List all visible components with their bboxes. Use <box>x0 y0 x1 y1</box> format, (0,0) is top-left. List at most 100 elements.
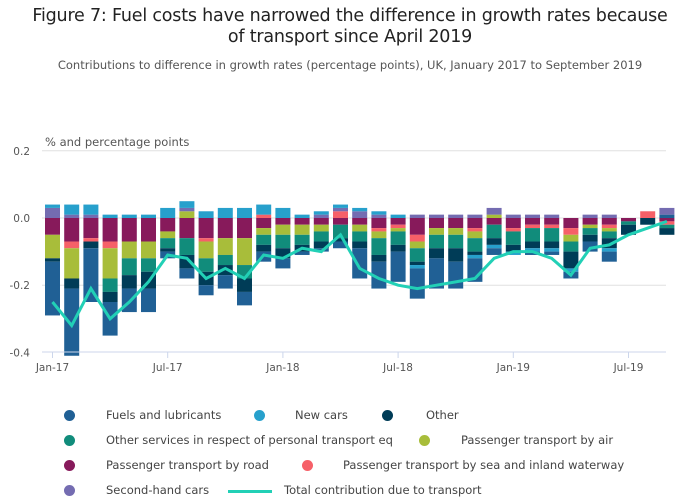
bar-segment-second-hand-cars[interactable] <box>486 207 502 215</box>
bar-stack-jul-18[interactable] <box>390 214 406 282</box>
bar-segment-new-cars[interactable] <box>179 201 195 208</box>
bar-segment-other-services-in-respect-of-personal-transport-eq[interactable] <box>544 228 560 242</box>
bar-segment-other-services-in-respect-of-personal-transport-eq[interactable] <box>448 234 464 249</box>
bar-segment-fuels-and-lubricants[interactable] <box>352 248 368 279</box>
bar-segment-passenger-transport-by-air[interactable] <box>45 234 60 259</box>
bar-segment-passenger-transport-by-road[interactable] <box>160 218 176 232</box>
bar-segment-second-hand-cars[interactable] <box>371 214 387 218</box>
bar-stack-feb-17[interactable] <box>64 204 80 356</box>
bar-segment-other-services-in-respect-of-personal-transport-eq[interactable] <box>313 231 329 242</box>
bar-segment-passenger-transport-by-road[interactable] <box>121 218 137 242</box>
bar-segment-passenger-transport-by-air[interactable] <box>160 231 176 239</box>
bar-segment-passenger-transport-by-air[interactable] <box>64 248 80 279</box>
bar-segment-passenger-transport-by-road[interactable] <box>563 218 579 229</box>
bar-segment-fuels-and-lubricants[interactable] <box>659 214 675 218</box>
bar-segment-other[interactable] <box>467 251 483 255</box>
bar-segment-fuels-and-lubricants[interactable] <box>544 251 560 255</box>
bar-stack-aug-19[interactable] <box>640 211 656 225</box>
bar-stack-apr-18[interactable] <box>333 204 348 249</box>
bar-segment-passenger-transport-by-road[interactable] <box>505 218 521 229</box>
bar-segment-other[interactable] <box>160 248 176 252</box>
bar-segment-passenger-transport-by-air[interactable] <box>313 224 329 232</box>
bar-segment-new-cars[interactable] <box>371 211 387 215</box>
bar-segment-fuels-and-lubricants[interactable] <box>45 261 60 316</box>
bar-segment-other-services-in-respect-of-personal-transport-eq[interactable] <box>160 238 176 249</box>
bar-stack-jul-17[interactable] <box>160 207 176 259</box>
bar-stack-aug-17[interactable] <box>179 201 195 279</box>
bar-segment-other[interactable] <box>563 251 579 269</box>
bar-segment-other-services-in-respect-of-personal-transport-eq[interactable] <box>429 234 444 249</box>
bar-segment-new-cars[interactable] <box>313 211 329 215</box>
bar-segment-other[interactable] <box>256 244 272 252</box>
bar-segment-second-hand-cars[interactable] <box>313 214 329 218</box>
bar-segment-passenger-transport-by-road[interactable] <box>198 218 214 239</box>
bar-segment-fuels-and-lubricants[interactable] <box>83 248 99 302</box>
bar-segment-passenger-transport-by-road[interactable] <box>102 218 118 242</box>
bar-segment-other-services-in-respect-of-personal-transport-eq[interactable] <box>659 224 675 229</box>
bar-segment-passenger-transport-by-road[interactable] <box>179 218 195 239</box>
bar-segment-passenger-transport-by-road[interactable] <box>467 218 483 229</box>
bar-segment-new-cars[interactable] <box>544 248 560 252</box>
bar-segment-second-hand-cars[interactable] <box>352 211 368 218</box>
bar-segment-other[interactable] <box>275 248 291 259</box>
bar-segment-other[interactable] <box>121 275 137 289</box>
bar-segment-fuels-and-lubricants[interactable] <box>237 291 252 306</box>
bar-segment-other[interactable] <box>390 244 406 252</box>
bar-segment-passenger-transport-by-road[interactable] <box>45 218 60 235</box>
bar-segment-new-cars[interactable] <box>333 204 348 208</box>
bar-segment-other-services-in-respect-of-personal-transport-eq[interactable] <box>198 258 214 272</box>
bar-segment-other[interactable] <box>64 278 80 289</box>
bar-segment-new-cars[interactable] <box>102 214 118 218</box>
bar-segment-other-services-in-respect-of-personal-transport-eq[interactable] <box>505 231 521 245</box>
bar-segment-passenger-transport-by-sea-and-inland-waterway[interactable] <box>198 238 214 242</box>
bar-segment-second-hand-cars[interactable] <box>179 207 195 212</box>
bar-segment-other[interactable] <box>102 291 118 302</box>
bar-segment-other[interactable] <box>544 241 560 249</box>
bar-stack-feb-19[interactable] <box>525 214 540 255</box>
bar-segment-passenger-transport-by-road[interactable] <box>64 218 80 242</box>
bar-segment-other-services-in-respect-of-personal-transport-eq[interactable] <box>486 224 502 239</box>
bar-segment-new-cars[interactable] <box>294 214 310 218</box>
bar-segment-second-hand-cars[interactable] <box>505 214 521 218</box>
bar-segment-second-hand-cars[interactable] <box>83 214 99 218</box>
bar-segment-passenger-transport-by-air[interactable] <box>563 234 579 242</box>
bar-segment-passenger-transport-by-road[interactable] <box>294 218 310 225</box>
bar-segment-other[interactable] <box>352 241 368 249</box>
bar-segment-fuels-and-lubricants[interactable] <box>525 251 540 255</box>
bar-stack-dec-17[interactable] <box>256 204 272 262</box>
bar-segment-passenger-transport-by-air[interactable] <box>198 241 214 259</box>
bar-segment-other[interactable] <box>525 241 540 249</box>
bar-segment-new-cars[interactable] <box>525 248 540 252</box>
bar-segment-fuels-and-lubricants[interactable] <box>333 241 348 249</box>
bar-segment-passenger-transport-by-sea-and-inland-waterway[interactable] <box>640 211 656 218</box>
bar-segment-passenger-transport-by-sea-and-inland-waterway[interactable] <box>64 241 80 249</box>
bar-segment-other[interactable] <box>486 238 502 245</box>
bar-segment-passenger-transport-by-road[interactable] <box>659 218 675 222</box>
bar-segment-passenger-transport-by-road[interactable] <box>486 218 502 225</box>
bar-segment-fuels-and-lubricants[interactable] <box>294 251 310 255</box>
bar-segment-other-services-in-respect-of-personal-transport-eq[interactable] <box>390 231 406 245</box>
bar-segment-new-cars[interactable] <box>275 207 291 218</box>
bar-segment-new-cars[interactable] <box>352 207 368 212</box>
bar-segment-passenger-transport-by-sea-and-inland-waterway[interactable] <box>563 228 579 235</box>
bar-segment-other[interactable] <box>409 261 425 266</box>
bar-segment-other-services-in-respect-of-personal-transport-eq[interactable] <box>256 234 272 245</box>
bar-segment-passenger-transport-by-road[interactable] <box>525 218 540 225</box>
bar-segment-other[interactable] <box>505 244 521 252</box>
bar-segment-other-services-in-respect-of-personal-transport-eq[interactable] <box>371 238 387 255</box>
bar-segment-passenger-transport-by-road[interactable] <box>448 218 464 229</box>
bar-segment-new-cars[interactable] <box>160 207 176 218</box>
bar-stack-jun-19[interactable] <box>601 214 617 262</box>
bar-segment-other[interactable] <box>313 241 329 249</box>
bar-segment-new-cars[interactable] <box>64 204 80 215</box>
bar-segment-passenger-transport-by-sea-and-inland-waterway[interactable] <box>467 228 483 232</box>
bar-segment-other[interactable] <box>45 258 60 262</box>
bar-segment-passenger-transport-by-sea-and-inland-waterway[interactable] <box>409 234 425 242</box>
bar-segment-passenger-transport-by-sea-and-inland-waterway[interactable] <box>659 221 675 225</box>
bar-segment-passenger-transport-by-sea-and-inland-waterway[interactable] <box>601 224 617 229</box>
bar-segment-passenger-transport-by-sea-and-inland-waterway[interactable] <box>256 214 272 218</box>
bar-segment-fuels-and-lubricants[interactable] <box>141 288 156 313</box>
bar-stack-apr-19[interactable] <box>563 218 579 279</box>
bar-segment-fuels-and-lubricants[interactable] <box>217 275 233 289</box>
bar-segment-passenger-transport-by-road[interactable] <box>217 218 233 239</box>
